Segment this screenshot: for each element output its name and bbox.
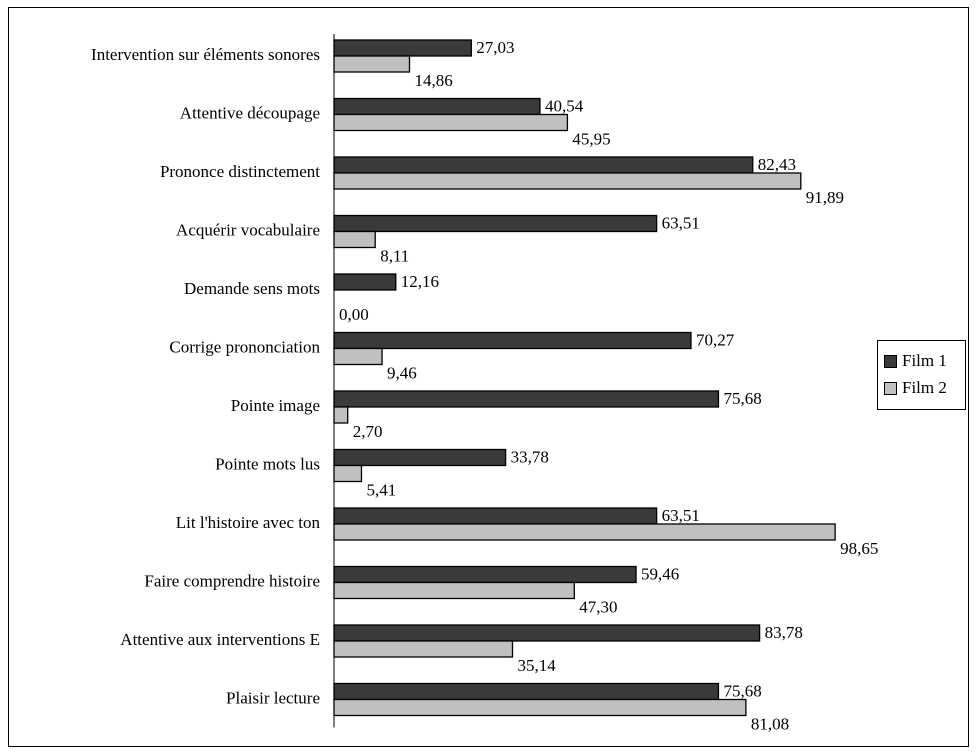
category-label: Plaisir lecture — [226, 689, 320, 708]
category-label: Pointe image — [231, 396, 320, 415]
value-label: 27,03 — [476, 38, 514, 57]
value-label: 83,78 — [765, 623, 803, 642]
category-label: Pointe mots lus — [215, 455, 320, 474]
value-label: 81,08 — [751, 715, 789, 734]
value-label: 70,27 — [696, 331, 735, 350]
legend: Film 1 Film 2 — [877, 340, 966, 410]
bar-film-2 — [333, 464, 363, 483]
bar-film-2 — [333, 698, 747, 717]
category-label: Demande sens mots — [184, 279, 320, 298]
bar-film-2 — [333, 406, 349, 424]
category-label: Attentive aux interventions E — [120, 630, 320, 649]
value-label: 82,43 — [758, 155, 796, 174]
bar-film-1 — [333, 565, 637, 584]
legend-swatch-film-1 — [884, 354, 897, 368]
value-label: 0,00 — [339, 305, 369, 324]
category-label: Acquérir vocabulaire — [176, 221, 320, 240]
value-label: 45,95 — [572, 130, 610, 149]
value-label: 63,51 — [662, 214, 700, 233]
legend-label-film-2: Film 2 — [902, 378, 947, 397]
value-label: 98,65 — [840, 539, 878, 558]
legend-label-film-1: Film 1 — [902, 351, 947, 370]
legend-item-film-1: Film 1 — [884, 351, 947, 371]
bar-film-1 — [333, 273, 397, 291]
value-label: 35,14 — [518, 656, 557, 675]
value-label: 47,30 — [579, 598, 617, 617]
bar-film-1 — [333, 624, 761, 642]
bar-film-1 — [333, 682, 720, 701]
bar-film-2 — [333, 640, 514, 658]
value-label: 2,70 — [353, 422, 383, 441]
value-label: 5,41 — [366, 481, 396, 500]
value-label: 63,51 — [662, 506, 700, 525]
legend-swatch-film-2 — [884, 381, 897, 395]
bar-film-2 — [333, 230, 376, 249]
value-label: 75,68 — [723, 389, 761, 408]
value-label: 8,11 — [380, 247, 409, 266]
bar-film-1 — [333, 507, 658, 525]
bar-film-2 — [333, 113, 569, 132]
value-label: 91,89 — [806, 188, 844, 207]
bar-film-1 — [333, 390, 720, 408]
bar-film-1 — [333, 97, 541, 116]
category-label: Intervention sur éléments sonores — [91, 45, 320, 64]
bar-film-1 — [333, 448, 507, 467]
bar-film-1 — [333, 214, 658, 233]
bar-film-1 — [333, 331, 692, 350]
value-label: 75,68 — [723, 682, 761, 701]
legend-item-film-2: Film 2 — [884, 378, 947, 398]
category-label: Prononce distinctement — [160, 162, 320, 181]
bar-film-2 — [333, 523, 836, 541]
bar-film-2 — [333, 347, 383, 366]
value-label: 40,54 — [545, 97, 584, 116]
bar-film-2 — [333, 581, 575, 600]
category-label: Attentive découpage — [180, 104, 320, 123]
value-label: 14,86 — [414, 71, 452, 90]
value-label: 12,16 — [401, 272, 439, 291]
category-label: Faire comprendre histoire — [144, 572, 320, 591]
value-label: 9,46 — [387, 364, 417, 383]
bar-film-1 — [333, 39, 472, 57]
bar-film-2 — [333, 55, 411, 73]
bar-film-2 — [333, 172, 802, 190]
category-label: Lit l'histoire avec ton — [176, 513, 321, 532]
value-label: 33,78 — [511, 448, 549, 467]
value-label: 59,46 — [641, 565, 679, 584]
bar-film-1 — [333, 156, 754, 174]
category-label: Corrige prononciation — [169, 338, 320, 357]
